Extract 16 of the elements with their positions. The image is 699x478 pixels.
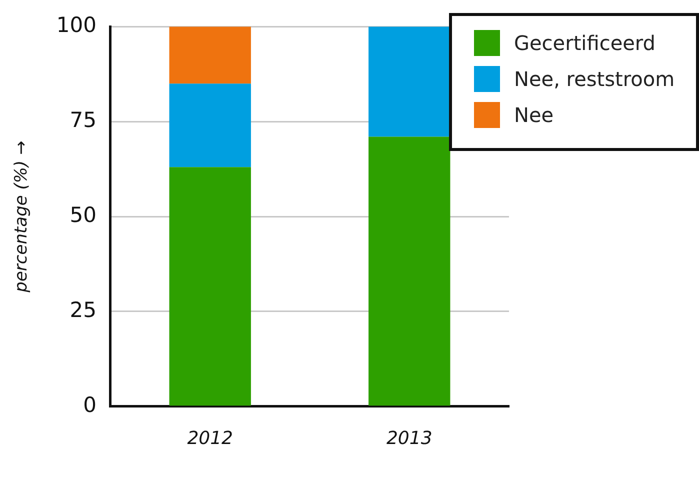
x-tick-label: 2013 [386, 428, 432, 449]
bar [368, 136, 450, 406]
x-tick-label: 2012 [187, 428, 234, 449]
legend-label: Nee, reststroom [514, 67, 675, 91]
bar [169, 167, 251, 406]
bar [169, 84, 251, 168]
y-tick-label: 100 [56, 13, 96, 38]
bar [169, 26, 251, 84]
legend-label: Nee [514, 103, 554, 127]
y-tick-label: 0 [83, 392, 96, 417]
bar [368, 26, 450, 137]
y-tick-label: 25 [70, 298, 96, 322]
y-tick-label: 50 [70, 202, 96, 227]
y-tick-label: 75 [70, 108, 96, 132]
legend-label: Gecertificeerd [514, 31, 656, 55]
y-axis-title: percentage (%) → [12, 140, 32, 294]
